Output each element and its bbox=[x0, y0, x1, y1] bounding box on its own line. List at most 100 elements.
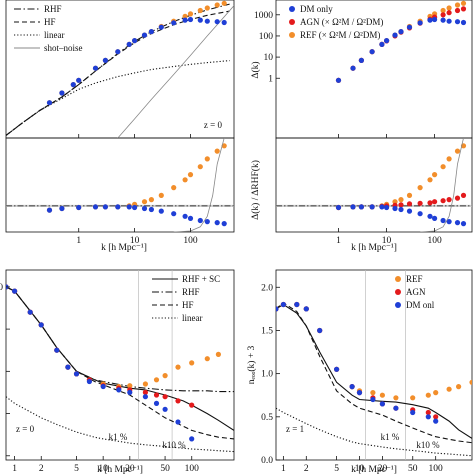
y-tick-label-1: 0.5 bbox=[261, 413, 273, 423]
y-tick-label-1: 10 bbox=[264, 53, 274, 63]
data-point-dm-only-10 bbox=[148, 29, 154, 35]
annotation-z1-br: z = 1 bbox=[286, 424, 304, 434]
data-point-dm-only-12 bbox=[440, 17, 446, 23]
data-point-dm-only-10 bbox=[393, 405, 399, 411]
data-point-dm-only-3 bbox=[38, 322, 44, 328]
data-point-dm-only-8 bbox=[141, 205, 148, 212]
x-tick-label-1: 10 bbox=[382, 236, 392, 246]
x-tick-label-0: 1 bbox=[336, 236, 341, 246]
tr-top-plot: 1 10 100 1000 DM only AGN (× Ω²M / Ω²DM) REF (… bbox=[254, 0, 467, 138]
plot-frame-tr-bottom bbox=[275, 137, 473, 233]
annotation-z0-top: z = 0 bbox=[204, 120, 223, 130]
data-point-ref-18 bbox=[221, 0, 227, 6]
data-point-dm-only-8 bbox=[370, 396, 376, 403]
data-point-dm-only-3 bbox=[369, 204, 375, 210]
data-point-ref-15 bbox=[204, 156, 210, 162]
data-point-dm-only-14 bbox=[454, 19, 461, 25]
data-point-agn-14 bbox=[175, 398, 181, 404]
plot-area-br bbox=[276, 270, 472, 460]
data-point-dm-only-15 bbox=[460, 221, 467, 227]
x-tick-label-2: 5 bbox=[74, 464, 79, 474]
br-plot: 1 2 5 10 20 50 100 0.0 0.5 1.0 1.5 2.0 REF AGN DM onl bbox=[261, 270, 472, 474]
x-axis-label-br: k [h Mpc⁻¹] bbox=[351, 465, 397, 474]
y-tick-label-4: 2.0 bbox=[0, 283, 3, 293]
y-tick-label-3: 1.5 bbox=[261, 326, 273, 336]
data-point-ref-13 bbox=[446, 5, 452, 11]
x-tick-label-0: 1 bbox=[281, 464, 286, 474]
data-point-dm-only-17 bbox=[214, 19, 220, 25]
data-point-dm-only-16 bbox=[204, 18, 210, 24]
x-tick-label-1: 10 bbox=[130, 236, 140, 246]
data-point-ref-14 bbox=[187, 11, 194, 17]
data-point-dm-only-10 bbox=[427, 17, 433, 23]
legend-marker-2 bbox=[395, 302, 401, 308]
data-point-dm-only-12 bbox=[425, 414, 431, 420]
data-point-agn-10 bbox=[427, 200, 433, 206]
data-point-agn-12 bbox=[440, 12, 446, 18]
data-point-dm-only-14 bbox=[454, 220, 461, 226]
data-point-ref-14 bbox=[197, 164, 203, 170]
data-point-dm-only-9 bbox=[417, 20, 423, 26]
legend-marker-0 bbox=[289, 6, 295, 12]
data-point-dm-only-15 bbox=[189, 436, 195, 442]
x-tick-label-3: 10 bbox=[98, 464, 108, 474]
legend-label-0: RHF + SC bbox=[182, 274, 220, 284]
data-point-ref-13 bbox=[187, 172, 194, 178]
legend-label-1: AGN bbox=[406, 287, 426, 297]
plot-frame-tl-bottom bbox=[5, 137, 235, 233]
data-point-ref-8 bbox=[406, 192, 413, 198]
data-point-ref-11 bbox=[171, 185, 177, 191]
legend-label-3: shot–noise bbox=[44, 43, 83, 53]
legend-label-0: RHF bbox=[44, 4, 62, 14]
x-tick-label-0: 1 bbox=[12, 464, 17, 474]
legend-label-2: HF bbox=[182, 300, 194, 310]
data-point-ref-14 bbox=[454, 2, 461, 8]
legend-marker-1 bbox=[289, 19, 295, 25]
data-point-dm-only-2 bbox=[358, 204, 364, 210]
legend-label-2: REF (× Ω²M / Ω²DM) bbox=[300, 30, 380, 40]
series-line-rhf bbox=[6, 3, 230, 136]
data-point-dm-only-2 bbox=[70, 82, 76, 88]
data-point-dm-only-15 bbox=[460, 19, 467, 26]
data-point-dm-only-0 bbox=[46, 100, 53, 106]
data-point-dm-only-15 bbox=[197, 17, 203, 23]
y-tick-label-0: 1 bbox=[268, 74, 273, 84]
data-point-agn-13 bbox=[446, 10, 452, 16]
data-point-ref-16 bbox=[204, 356, 210, 362]
series-line-dashed bbox=[276, 302, 472, 444]
data-point-ref-12 bbox=[440, 7, 446, 14]
data-point-dm-only-1 bbox=[59, 90, 65, 96]
data-point-dm-only-15 bbox=[204, 219, 210, 225]
data-point-dm-only-7 bbox=[398, 206, 404, 213]
x-axis-label-tl: k [h Mpc⁻¹] bbox=[101, 243, 147, 253]
data-point-dm-only-4 bbox=[102, 204, 108, 210]
data-point-dm-only-1 bbox=[350, 204, 356, 210]
data-point-dm-only-9 bbox=[116, 387, 122, 393]
data-point-dm-only-1 bbox=[12, 288, 18, 294]
data-point-ref-11 bbox=[410, 395, 416, 401]
legend-label-0: DM only bbox=[300, 4, 333, 14]
data-point-dm-only-14 bbox=[187, 16, 194, 23]
data-point-ref-11 bbox=[142, 381, 148, 387]
data-point-agn-15 bbox=[460, 6, 467, 12]
data-point-dm-only-8 bbox=[406, 24, 413, 30]
data-point-dm-only-9 bbox=[148, 206, 154, 213]
data-point-agn-12 bbox=[425, 409, 431, 416]
data-point-dm-only-11 bbox=[432, 16, 438, 23]
data-point-dm-only-6 bbox=[126, 204, 132, 210]
data-point-ref-16 bbox=[214, 148, 220, 154]
data-point-dm-only-3 bbox=[369, 49, 375, 55]
x-tick-label-4: 20 bbox=[378, 464, 388, 474]
annotation-k1-br: k1 % bbox=[381, 432, 400, 442]
data-point-ref-14 bbox=[446, 386, 452, 392]
data-point-dm-only-0 bbox=[335, 204, 342, 211]
legend-marker-0 bbox=[395, 276, 401, 282]
data-point-dm-only-0 bbox=[276, 306, 279, 312]
annotation-k10-br: k10 % bbox=[416, 440, 440, 450]
data-point-dm-only-8 bbox=[100, 383, 106, 390]
data-point-dm-only-6 bbox=[115, 49, 121, 55]
data-point-dm-only-9 bbox=[141, 32, 148, 38]
data-point-ref-15 bbox=[189, 360, 195, 366]
y-axis-label-tr-bottom: Δ(k) / ΔRHF(k) bbox=[250, 160, 261, 220]
